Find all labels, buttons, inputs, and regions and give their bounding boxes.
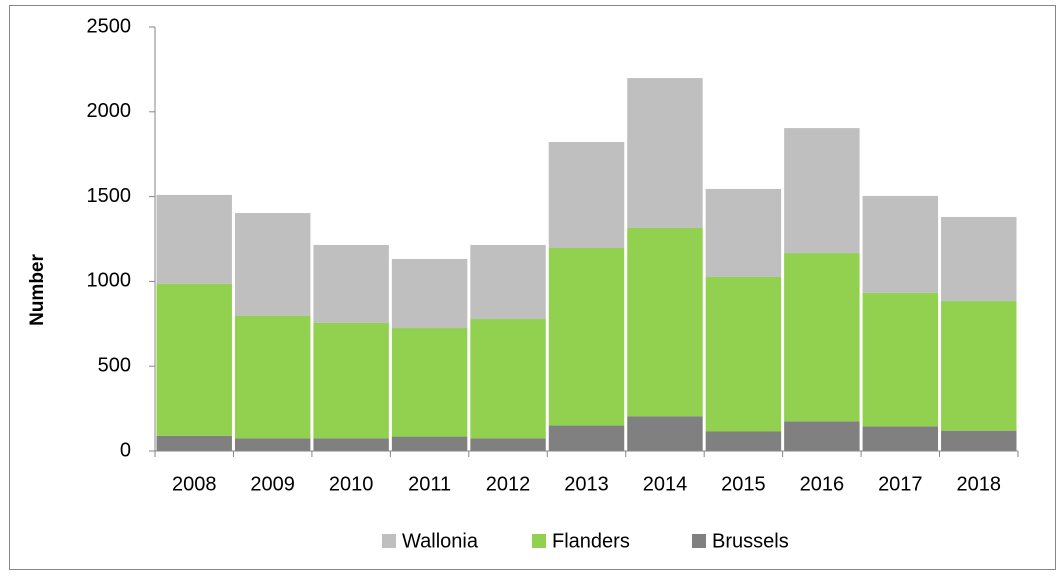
x-tick-label: 2015 [721, 473, 766, 495]
x-tick-label: 2010 [329, 473, 374, 495]
y-tick-label: 2000 [87, 100, 132, 122]
bar-segment [941, 216, 1017, 302]
bar-segment [705, 188, 782, 277]
bar-segment [156, 435, 232, 451]
y-tick-label: 500 [98, 354, 131, 376]
bar-segment [784, 421, 860, 451]
x-tick-label: 2012 [486, 473, 531, 495]
x-tick-label: 2017 [878, 473, 923, 495]
y-tick-label: 2500 [87, 15, 132, 37]
y-tick-label: 1500 [87, 185, 132, 207]
bar-segment [784, 253, 860, 422]
bar-segment [234, 315, 311, 439]
bar-segment [627, 78, 703, 228]
legend-swatch [532, 534, 546, 548]
bar-segment [156, 194, 232, 284]
bar-segment [234, 213, 311, 316]
bar-segment [548, 247, 625, 426]
bar-segment [705, 431, 782, 451]
bar-segment [470, 438, 546, 451]
bar-segment [548, 141, 625, 248]
bar-segment [627, 416, 703, 451]
bar-segment [784, 128, 860, 254]
y-axis-label: Number [27, 254, 48, 326]
bar-segment [391, 436, 468, 451]
y-tick-label: 1000 [87, 270, 132, 292]
bar-segment [391, 259, 468, 329]
bar-segment [156, 283, 232, 436]
bar-segment [705, 276, 782, 432]
y-tick-label: 0 [120, 439, 131, 461]
legend-label: Flanders [552, 530, 630, 552]
bar-segment [313, 322, 389, 439]
bar-segment [470, 244, 546, 320]
bar-segment [313, 438, 389, 451]
x-tick-label: 2014 [643, 473, 688, 495]
bar-segment [862, 426, 939, 451]
x-tick-label: 2016 [800, 473, 845, 495]
bar-segment [941, 430, 1017, 451]
bar-segment [862, 292, 939, 427]
bar-segment [470, 319, 546, 439]
x-tick-label: 2018 [957, 473, 1002, 495]
legend-swatch [692, 534, 706, 548]
x-tick-label: 2008 [172, 473, 217, 495]
bar-segment [391, 328, 468, 437]
bar-segment [313, 244, 389, 323]
bar-segment [548, 425, 625, 451]
legend-swatch [382, 534, 396, 548]
legend-label: Wallonia [402, 530, 479, 552]
bar-segment [234, 438, 311, 451]
x-tick-label: 2009 [250, 473, 295, 495]
x-tick-label: 2013 [564, 473, 609, 495]
x-tick-label: 2011 [408, 473, 451, 495]
bar-segment [862, 195, 939, 293]
bar-segment [941, 301, 1017, 431]
bar-segment [627, 227, 703, 417]
legend-label: Brussels [712, 530, 789, 552]
